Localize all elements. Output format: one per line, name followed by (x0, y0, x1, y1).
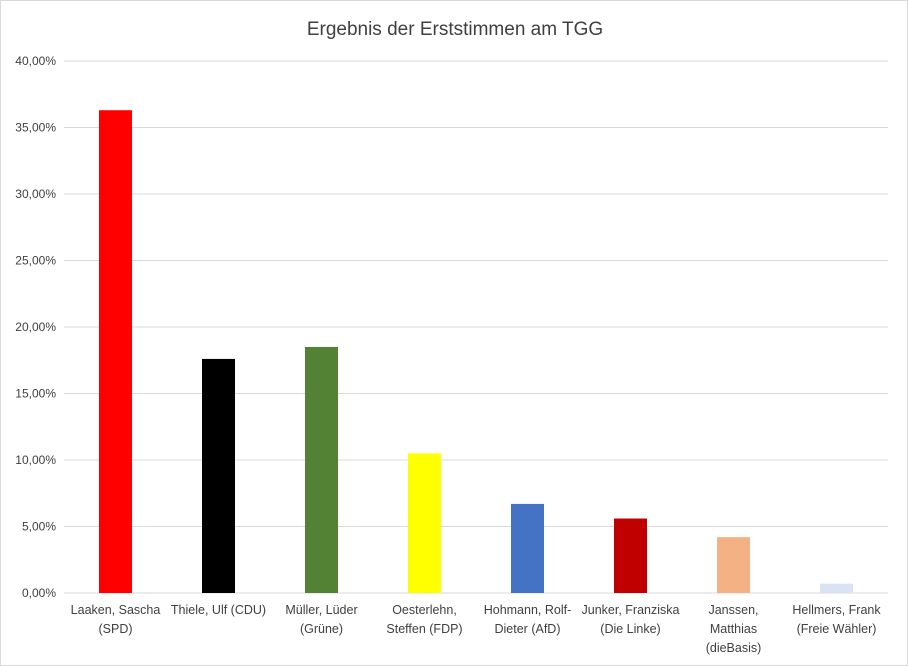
x-category-label: Junker, Franziska (Die Linke) (582, 603, 680, 636)
bar (408, 453, 441, 593)
gridlines (64, 60, 888, 594)
y-tick-label: 40,00% (15, 54, 56, 68)
bar (820, 583, 853, 593)
y-tick-label: 0,00% (22, 586, 56, 600)
x-category-label: Hohmann, Rolf-Dieter (AfD) (484, 603, 572, 636)
bar (511, 503, 544, 593)
x-category-label: Hellmers, Frank (Freie Wähler) (792, 603, 881, 636)
bar (305, 346, 338, 593)
y-tick-label: 15,00% (15, 387, 56, 401)
y-tick-label: 5,00% (22, 520, 56, 534)
bar (614, 518, 647, 593)
y-tick-label: 20,00% (15, 320, 56, 334)
x-category-label: Laaken, Sascha (SPD) (71, 603, 161, 636)
y-tick-label: 25,00% (15, 254, 56, 268)
y-axis-tick-labels: 0,00% 5,00% 10,00% 15,00% 20,00% 25,00% 30,00%… (15, 54, 56, 600)
chart-title: Ergebnis der Erststimmen am TGG (307, 19, 603, 40)
x-axis-category-labels: Laaken, Sascha (SPD) Thiele, Ulf (CDU) Müll… (71, 603, 882, 655)
x-category-label: Janssen, Matthias (dieBasis) (706, 603, 762, 655)
bar (202, 358, 235, 593)
y-tick-label: 35,00% (15, 121, 56, 135)
y-tick-label: 10,00% (15, 453, 56, 467)
x-category-label: Oesterlehn, Steffen (FDP) (386, 603, 462, 636)
x-category-label: Müller, Lüder (Grüne) (285, 603, 357, 636)
bars (99, 110, 853, 594)
bar (99, 110, 132, 594)
x-category-label: Thiele, Ulf (CDU) (171, 603, 266, 617)
y-tick-label: 30,00% (15, 187, 56, 201)
bar (717, 537, 750, 593)
